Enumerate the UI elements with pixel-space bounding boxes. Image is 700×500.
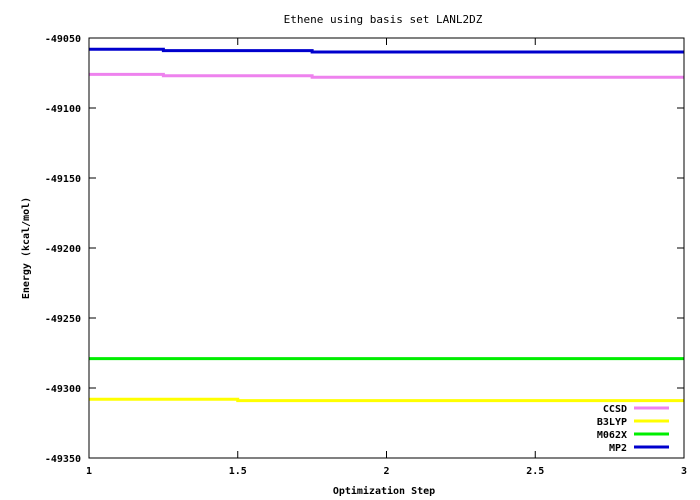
x-tick-label: 2.5 — [526, 466, 544, 477]
legend-label-b3lyp: B3LYP — [597, 417, 627, 428]
y-tick-label: -49200 — [45, 244, 81, 255]
x-tick-label: 3 — [681, 466, 687, 477]
series-line-b3lyp — [89, 397, 684, 403]
series-lines — [89, 47, 684, 403]
x-tick-label: 2 — [383, 466, 389, 477]
legend-label-ccsd: CCSD — [603, 404, 627, 415]
x-axis: 1 1.5 2 2.5 3 — [86, 38, 687, 477]
y-tick-label: -49050 — [45, 34, 81, 45]
x-tick-label: 1.5 — [229, 466, 247, 477]
y-tick-label: -49350 — [45, 454, 81, 465]
chart-title: Ethene using basis set LANL2DZ — [284, 13, 483, 26]
y-tick-label: -49150 — [45, 174, 81, 185]
legend-label-m062x: M062X — [597, 430, 627, 441]
legend-label-mp2: MP2 — [609, 443, 627, 454]
y-tick-label: -49250 — [45, 314, 81, 325]
y-tick-label: -49300 — [45, 384, 81, 395]
x-axis-label: Optimization Step — [333, 485, 435, 497]
series-line-mp2 — [89, 47, 684, 54]
y-axis: -49050 -49100 -49150 -49200 -49250 -49300 -493… — [45, 34, 684, 465]
y-tick-label: -49100 — [45, 104, 81, 115]
x-tick-label: 1 — [86, 466, 92, 477]
legend: CCSD B3LYP M062X MP2 — [597, 404, 669, 454]
y-axis-label: Energy (kcal/mol) — [21, 197, 32, 299]
series-line-ccsd — [89, 72, 684, 79]
